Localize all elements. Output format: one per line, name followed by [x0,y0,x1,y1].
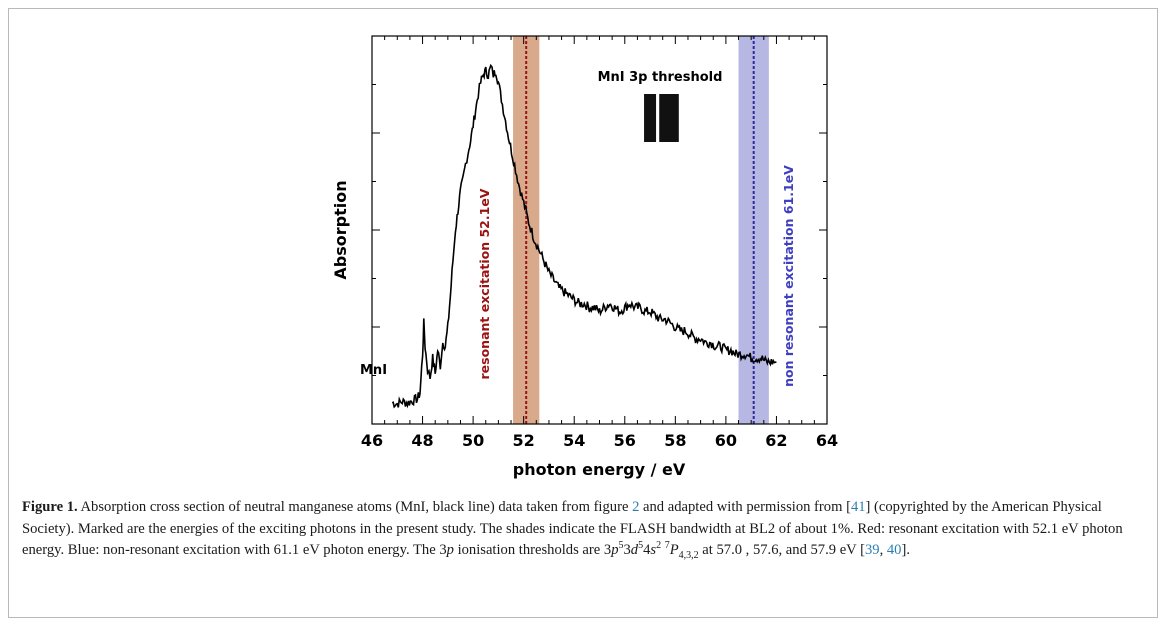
x-tick-label: 46 [361,431,383,450]
figure-caption: Figure 1. Absorption cross section of ne… [22,499,1123,561]
threshold-label: MnI 3p threshold [598,70,723,85]
caption-3: 3 [439,542,447,558]
caption-text-3: ] (copyrighted by the American Physical … [22,499,1123,558]
mni-absorption-line [391,63,777,409]
x-tick-label: 50 [462,431,484,450]
resonant-excitation-label: resonant excitation 52.1eV [477,188,492,379]
caption-text-2: and adapted with permission from [ [639,499,851,515]
x-axis-label: photon energy / eV [513,460,686,479]
x-tick-label: 58 [664,431,686,450]
caption-p: p [446,542,454,558]
threshold-mark-3 [666,94,679,142]
x-tick-label: 64 [816,431,838,450]
config-3p: 3p53d54s2 7P4,3,2 [603,540,699,561]
bandwidth-band-2 [738,36,769,424]
x-tick-label: 56 [614,431,636,450]
threshold-mark-1 [644,94,657,142]
caption-label: Figure 1. [22,499,78,515]
x-tick-label: 48 [411,431,433,450]
ref-41[interactable]: 41 [850,499,866,515]
ref-40[interactable]: 40 [886,542,902,558]
x-tick-label: 62 [765,431,787,450]
nonresonant-excitation-label: non resonant excitation 61.1eV [781,165,796,387]
bandwidth-band-1 [513,36,540,424]
x-tick-label: 52 [513,431,535,450]
series-label-mni: MnI [360,363,387,378]
ref-figure-2[interactable]: 2 [632,499,640,515]
figure-frame [8,8,1158,618]
x-tick-label: 54 [563,431,585,450]
caption-text-4: ionisation thresholds are [453,542,604,558]
caption-text-6: ]. [901,542,910,558]
ref-39[interactable]: 39 [864,542,880,558]
caption-text-1: Absorption cross section of neutral mang… [77,499,633,515]
y-axis-label: Absorption [331,180,350,279]
absorption-chart: 46 48 50 52 54 56 58 60 62 64 photon energy / eV … [331,35,838,479]
caption-text-5: at 57.0 , 57.6, and 57.9 eV [ [698,542,865,558]
x-tick-label: 60 [715,431,737,450]
